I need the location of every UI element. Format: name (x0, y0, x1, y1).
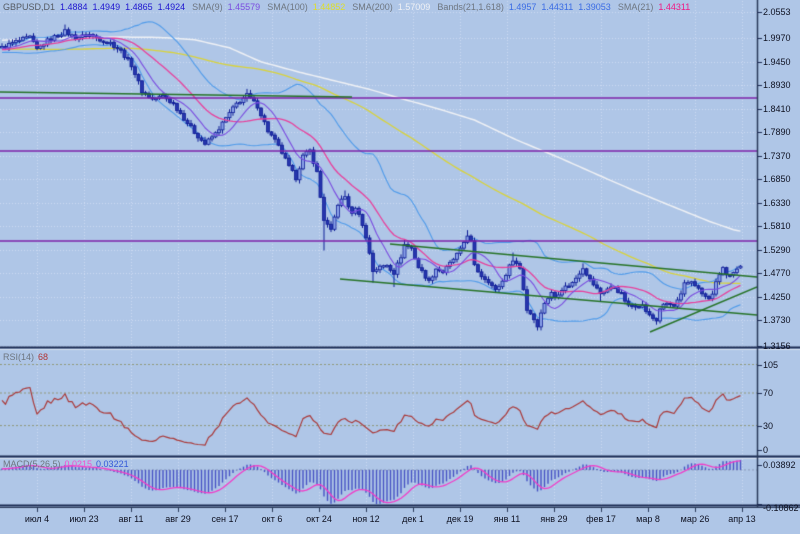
macd-signal-value: 0.0215 (64, 459, 93, 469)
axis-tick-label: 1.3156 (763, 341, 791, 351)
ohlc-low: 1.4865 (125, 2, 153, 12)
symbol-timeframe: GBPUSD,D1 (3, 2, 56, 12)
axis-tick-label: 1.6850 (763, 174, 791, 185)
indicator-value: 1.45579 (227, 2, 261, 12)
axis-tick-label: 1.8930 (763, 80, 791, 91)
axis-tick-label: 0 (763, 445, 769, 455)
axis-tick-label: 1.4250 (763, 291, 791, 302)
axis-tick-label: 105 (763, 359, 779, 370)
axis-tick-label: 0.03892 (763, 460, 796, 470)
indicator-value: 1.39053 (578, 2, 611, 12)
axis-tick-label: 1.7890 (763, 127, 791, 138)
axis-tick-label: 1.9970 (763, 33, 791, 44)
time-tick-label: мар 8 (636, 514, 660, 524)
ohlc-high: 1.4949 (92, 2, 121, 12)
indicator-value: 1.44852 (312, 2, 346, 12)
axis-tick-label: 1.9450 (763, 56, 791, 67)
indicator-label: SMA(200) (352, 2, 393, 12)
axis-tick-label: 70 (763, 388, 774, 398)
time-tick-label: сен 17 (211, 514, 239, 524)
time-tick-label: фев 17 (586, 514, 616, 524)
axis-tick-label: 1.6330 (763, 197, 791, 208)
rsi-indicator-name: RSI(14) (3, 352, 35, 362)
time-tick-label: июл 4 (24, 514, 50, 524)
time-tick-label: окт 24 (306, 514, 332, 524)
time-tick-label: авг 29 (165, 514, 191, 524)
rsi-value: 68 (38, 352, 49, 362)
time-tick-label: мар 26 (680, 514, 710, 524)
axis-tick-label: 1.7370 (763, 150, 791, 161)
macd-panel-label: MACD(5,26,5) 0.0215 0.03221 (3, 459, 129, 470)
rsi-panel-label: RSI(14) 68 (3, 352, 48, 363)
axis-tick-label: 30 (763, 420, 774, 431)
axis-tick-label: 1.5290 (763, 244, 791, 255)
macd-indicator-name: MACD(5,26,5) (3, 459, 61, 469)
axis-tick-label: 2.0553 (763, 7, 791, 17)
axis-tick-label: 1.3730 (763, 315, 791, 326)
indicator-value: 1.4957 (508, 2, 537, 12)
indicator-label: SMA(21) (617, 2, 654, 12)
ohlc-close: 1.4924 (157, 2, 186, 12)
indicator-label: SMA(100) (267, 2, 308, 12)
axis-tick-label: -0.10862 (763, 503, 799, 513)
time-tick-label: ноя 12 (352, 514, 380, 524)
macd-main-value: 0.03221 (96, 459, 129, 469)
ohlc-open: 1.4884 (60, 2, 88, 12)
chart-title: GBPUSD,D1 1.4884 1.4949 1.4865 1.4924 SMA(9) 1… (3, 2, 690, 13)
indicator-value: 1.57009 (397, 2, 431, 12)
time-tick-label: апр 13 (728, 514, 756, 524)
time-tick-label: авг 11 (118, 514, 144, 524)
time-tick-label: окт 6 (261, 514, 283, 524)
time-tick-label: янв 29 (540, 514, 568, 524)
indicator-label: Bands(21,1.618) (437, 2, 504, 12)
axis-tick-label: 1.5810 (763, 221, 791, 232)
indicator-label: SMA(9) (192, 2, 223, 12)
axis-tick-label: 1.8410 (763, 103, 791, 114)
time-tick-label: дек 1 (402, 514, 424, 524)
time-tick-label: июл 23 (69, 514, 99, 524)
time-tick-label: янв 11 (493, 514, 521, 524)
indicator-value: 1.44311 (541, 2, 574, 12)
axis-tick-label: 1.4770 (763, 268, 791, 279)
indicator-readouts: SMA(9) 1.45579 SMA(100) 1.44852 SMA(200) 1.57… (185, 2, 690, 12)
indicator-value: 1.44311 (658, 2, 691, 12)
time-tick-label: дек 19 (446, 514, 474, 524)
